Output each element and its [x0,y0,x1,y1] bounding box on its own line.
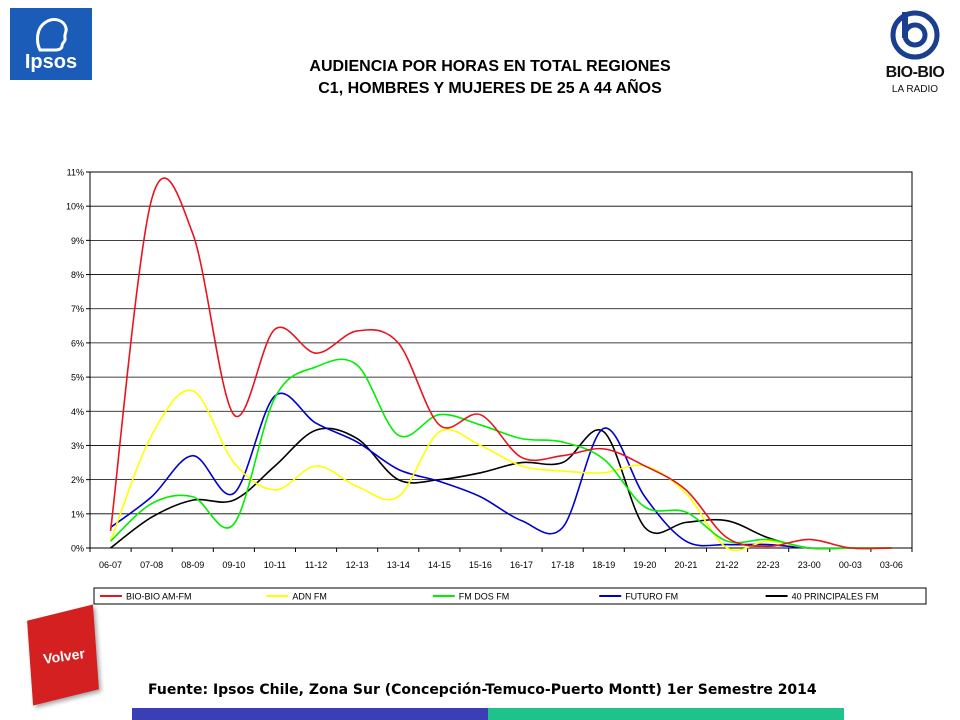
legend-box [93,587,927,605]
x-tick-label: 14-15 [428,560,451,570]
legend-label: FUTURO FM [625,592,678,602]
ipsos-face-icon [36,18,68,52]
y-tick-label: 7% [71,304,84,314]
biobio-logo-sub: LA RADIO [891,84,939,95]
y-tick-label: 11% [67,168,84,178]
x-tick-label: 20-21 [674,560,697,570]
y-tick-label: 0% [71,544,84,554]
x-tick-label: 22-23 [757,560,780,570]
x-tick-label: 23-00 [798,560,821,570]
x-tick-label: 19-20 [633,560,656,570]
footer-bar-green [488,708,844,720]
footer-bar-blue [132,708,488,720]
series-line-fm-dos-fm [110,358,892,550]
biobio-emblem-icon [890,10,940,60]
audience-line-chart: 0% 1% 2% 3% 4% 5% 6% 7% 8% 9% 10% 11% 06-07 07-08 08-0… [66,168,927,605]
x-tick-label: 11-12 [305,560,327,570]
legend-label: ADN FM [292,592,327,602]
x-tick-label: 06-07 [99,560,122,570]
plot-area [89,171,913,549]
y-tick-label: 1% [71,509,84,519]
chart-title-line2: C1, HOMBRES Y MUJERES DE 25 A 44 AÑOS [318,80,662,97]
y-tick-label: 5% [71,373,84,383]
legend-label: FM DOS FM [459,592,510,602]
x-tick-label: 21-22 [716,560,739,570]
chart-title-line1: AUDIENCIA POR HORAS EN TOTAL REGIONES [309,58,671,75]
y-tick-label: 3% [71,441,84,451]
y-tick-label: 8% [71,270,84,280]
y-tick-label: 9% [71,236,84,246]
source-note: Fuente: Ipsos Chile, Zona Sur (Concepció… [148,682,817,698]
x-tick-label: 10-11 [264,560,286,570]
x-tick-label: 00-03 [839,560,862,570]
y-tick-label: 2% [71,475,84,485]
y-tick-label: 4% [71,407,84,417]
y-tick-label: 6% [71,338,84,348]
series-line-bio-bio-am-fm [109,177,892,550]
y-tick-label: 10% [66,202,84,212]
legend-label: 40 PRINCIPALES FM [792,592,879,602]
series-line-adn-fm [109,389,892,552]
x-tick-label: 17-18 [551,560,574,570]
x-tick-label: 18-19 [592,560,615,570]
biobio-logo-name: BIO-BIO [885,64,945,81]
x-tick-label: 13-14 [387,560,410,570]
biobio-logo: BIO-BIO LA RADIO [880,8,950,100]
x-tick-label: 16-17 [510,560,533,570]
x-tick-label: 08-09 [181,560,204,570]
ipsos-logo: Ipsos [10,8,92,80]
volver-button[interactable]: Volver [18,604,114,706]
x-tick-label: 12-13 [346,560,369,570]
ipsos-logo-text: Ipsos [24,51,78,73]
x-tick-label: 07-08 [140,560,163,570]
series-line-40-principales-fm [110,427,892,550]
x-tick-label: 15-16 [469,560,492,570]
x-tick-label: 09-10 [222,560,245,570]
x-tick-label: 03-06 [880,560,903,570]
legend-label: BIO-BIO AM-FM [126,592,192,602]
